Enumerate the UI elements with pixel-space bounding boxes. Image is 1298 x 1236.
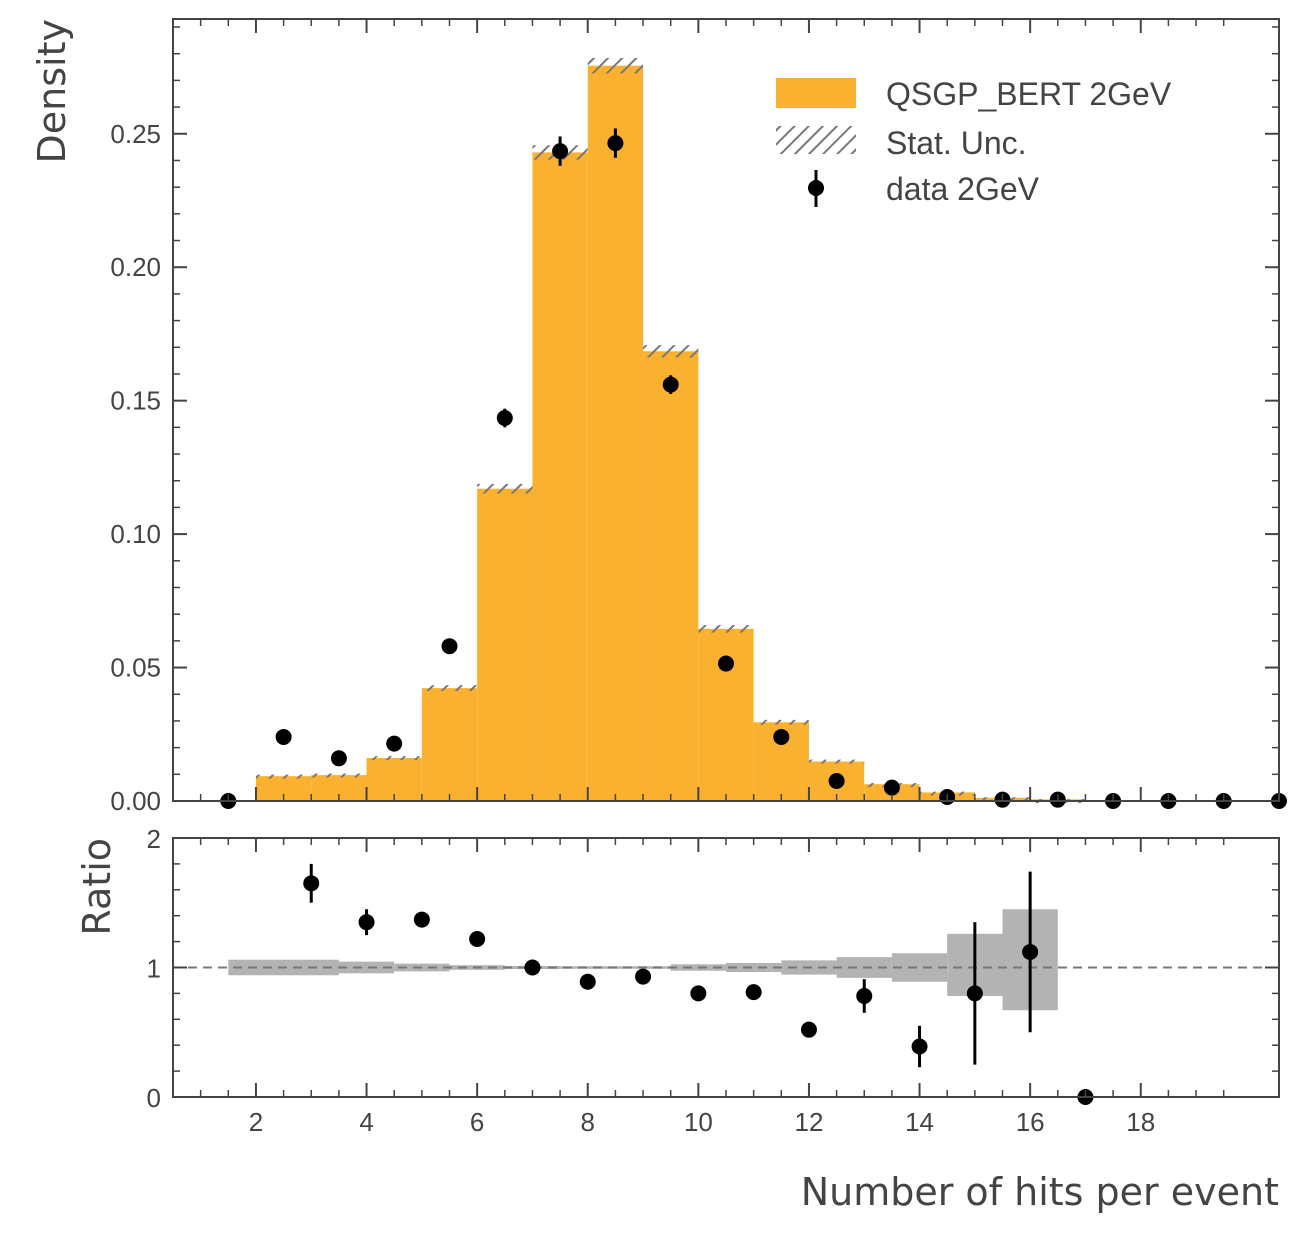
stat-unc-band-3 — [421, 685, 478, 692]
ratio-point-8 — [745, 984, 762, 1001]
main-ytick-label: 0.15 — [110, 386, 161, 416]
ratio-ytick-label: 0 — [147, 1083, 161, 1113]
y-axis-title-density: Density — [30, 19, 74, 163]
ratio-band-bin-5 — [560, 966, 616, 969]
ratio-points — [303, 863, 1094, 1105]
ratio-xtick-label: 10 — [684, 1107, 713, 1137]
ratio-point-12 — [966, 985, 983, 1002]
legend: QSGP_BERT 2GeV Stat. Unc. data 2GeV — [776, 76, 1172, 207]
legend-marker-data — [808, 180, 824, 196]
ratio-point-7 — [690, 985, 707, 1002]
ratio-xtick-label: 12 — [794, 1107, 823, 1137]
ratio-frame — [172, 837, 1280, 1098]
ratio-point-2 — [413, 911, 430, 928]
histogram-bar-4 — [477, 488, 533, 801]
ratio-point-11 — [911, 1038, 928, 1055]
main-panel: 0.00 0.05 0.10 0.15 0.20 0.25 Density QSGP_BE… — [30, 18, 1287, 816]
data-point-9 — [718, 655, 734, 672]
data-point-7 — [607, 135, 624, 152]
ratio-xtick-label: 2 — [249, 1107, 263, 1137]
ratio-point-3 — [469, 931, 486, 948]
ratio-ytick-label: 2 — [147, 824, 161, 854]
ratio-point-10 — [856, 987, 873, 1004]
ratio-uncertainty-band — [228, 909, 1058, 1011]
data-point-11 — [828, 772, 845, 789]
legend-label-data: data 2GeV — [886, 171, 1040, 207]
legend-swatch-histogram — [776, 78, 856, 108]
ratio-point-13 — [1022, 943, 1039, 960]
stat-unc-band-10 — [808, 759, 865, 764]
histogram-bar-7 — [643, 351, 699, 801]
histogram-bar-6 — [587, 65, 644, 801]
stat-unc-band-4 — [477, 483, 533, 494]
stat-unc-band-6 — [587, 57, 644, 74]
histogram-bar-5 — [532, 152, 588, 802]
legend-label-histogram: QSGP_BERT 2GeV — [886, 76, 1172, 112]
ratio-point-0 — [303, 875, 320, 892]
ratio-xtick-label: 4 — [359, 1107, 373, 1137]
ratio-band-bin-8 — [726, 962, 782, 973]
ratio-point-5 — [579, 973, 596, 990]
stat-unc-band-8 — [698, 625, 754, 633]
data-point-10 — [773, 728, 790, 745]
main-ytick-label: 0.25 — [110, 119, 161, 149]
ratio-xtick-label: 14 — [905, 1107, 934, 1137]
ratio-xtick-label: 16 — [1016, 1107, 1045, 1137]
legend-swatch-stat-unc — [776, 126, 856, 154]
histogram-bar-3 — [421, 688, 478, 801]
stat-unc-band-0 — [255, 774, 312, 779]
data-point-5 — [496, 410, 513, 427]
data-point-2 — [330, 750, 347, 767]
ratio-xtick-label: 6 — [470, 1107, 484, 1137]
stat-unc-band-7 — [643, 345, 699, 358]
data-point-3 — [386, 735, 403, 752]
histogram-bars — [255, 65, 1086, 802]
main-ytick-label: 0.05 — [110, 653, 161, 683]
main-frame — [172, 18, 1280, 802]
main-axis-ticks: 0.00 0.05 0.10 0.15 0.20 0.25 — [110, 19, 1279, 816]
stat-unc-band-1 — [311, 773, 367, 778]
histogram-bar-8 — [698, 628, 754, 801]
stat-unc-band-2 — [366, 756, 422, 761]
data-point-4 — [441, 638, 458, 655]
ratio-point-4 — [524, 959, 541, 976]
data-point-1 — [275, 728, 292, 745]
ratio-point-6 — [635, 968, 652, 985]
data-point-8 — [662, 376, 679, 393]
main-ytick-label: 0.10 — [110, 519, 161, 549]
histogram-bar-2 — [366, 758, 422, 801]
x-axis-title: Number of hits per event — [801, 1170, 1279, 1214]
legend-label-stat-unc: Stat. Unc. — [886, 125, 1027, 161]
stat-unc-band-9 — [753, 719, 809, 725]
ratio-point-1 — [358, 914, 375, 931]
main-ytick-label: 0.20 — [110, 252, 161, 282]
ratio-xtick-label: 8 — [581, 1107, 595, 1137]
y-axis-title-ratio: Ratio — [75, 838, 119, 936]
ratio-band-bin-1 — [338, 961, 395, 974]
ratio-xtick-label: 18 — [1126, 1107, 1155, 1137]
main-ytick-label: 0.00 — [110, 786, 161, 816]
data-point-6 — [552, 143, 569, 160]
ratio-ytick-label: 1 — [147, 954, 161, 984]
ratio-point-9 — [800, 1021, 817, 1038]
data-point-12 — [883, 779, 900, 796]
